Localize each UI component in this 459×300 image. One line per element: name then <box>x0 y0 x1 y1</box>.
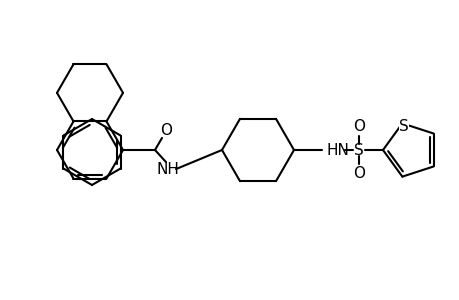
Text: S: S <box>398 119 409 134</box>
Text: HN: HN <box>326 142 349 158</box>
Text: O: O <box>352 118 364 134</box>
Text: NH: NH <box>156 162 179 177</box>
Text: S: S <box>353 142 363 158</box>
Text: O: O <box>352 167 364 182</box>
Text: O: O <box>160 123 172 138</box>
